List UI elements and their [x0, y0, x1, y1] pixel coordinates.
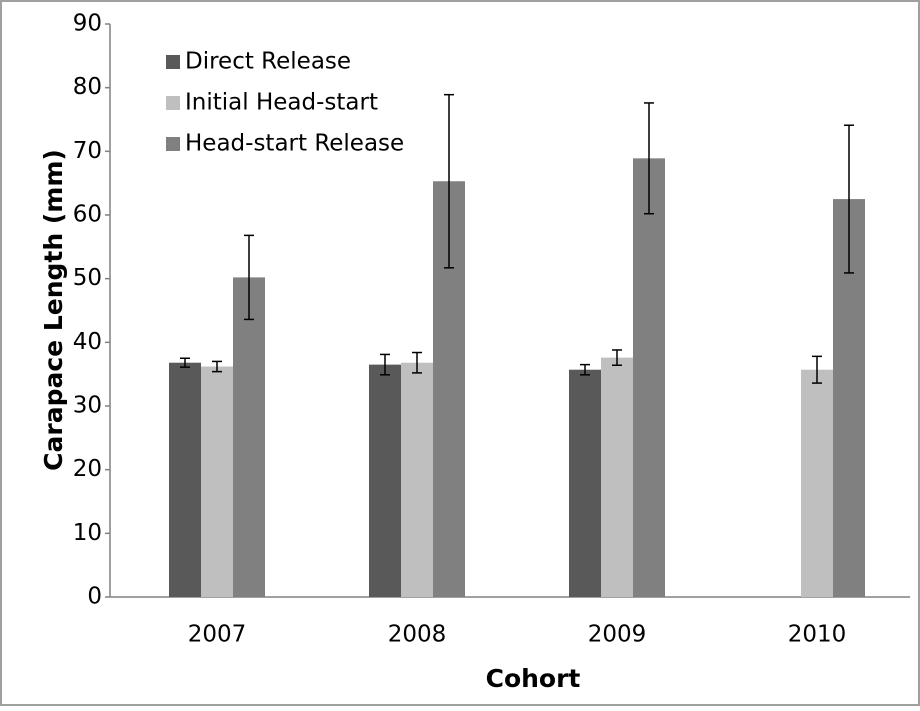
y-tick-label: 0 — [87, 584, 102, 610]
x-tick-label: 2007 — [188, 622, 247, 648]
y-tick-label: 30 — [73, 393, 102, 419]
x-tick-label: 2008 — [388, 622, 447, 648]
bar — [401, 362, 433, 597]
legend-label: Direct Release — [185, 49, 351, 75]
x-axis-title: Cohort — [486, 664, 581, 693]
bar — [569, 369, 601, 597]
legend-swatch — [166, 55, 180, 69]
legend-swatch — [166, 96, 180, 110]
y-tick-label: 60 — [73, 202, 102, 228]
y-tick-label: 40 — [73, 329, 102, 355]
y-tick-label: 80 — [73, 74, 102, 100]
y-tick-label: 90 — [73, 11, 102, 37]
bar — [801, 369, 833, 597]
bar — [633, 158, 665, 597]
bar — [169, 362, 201, 597]
legend-swatch — [166, 137, 180, 151]
bar — [201, 366, 233, 597]
y-tick-label: 50 — [73, 265, 102, 291]
y-tick-label: 70 — [73, 138, 102, 164]
legend-label: Initial Head-start — [185, 90, 378, 116]
y-axis-title: Carapace Length (mm) — [39, 149, 68, 471]
bar — [233, 277, 265, 597]
legend-label: Head-start Release — [185, 131, 404, 157]
x-tick-label: 2009 — [588, 622, 647, 648]
x-tick-label: 2010 — [788, 622, 847, 648]
y-tick-label: 20 — [73, 456, 102, 482]
y-tick-label: 10 — [73, 520, 102, 546]
bar — [601, 357, 633, 597]
bar — [369, 364, 401, 597]
